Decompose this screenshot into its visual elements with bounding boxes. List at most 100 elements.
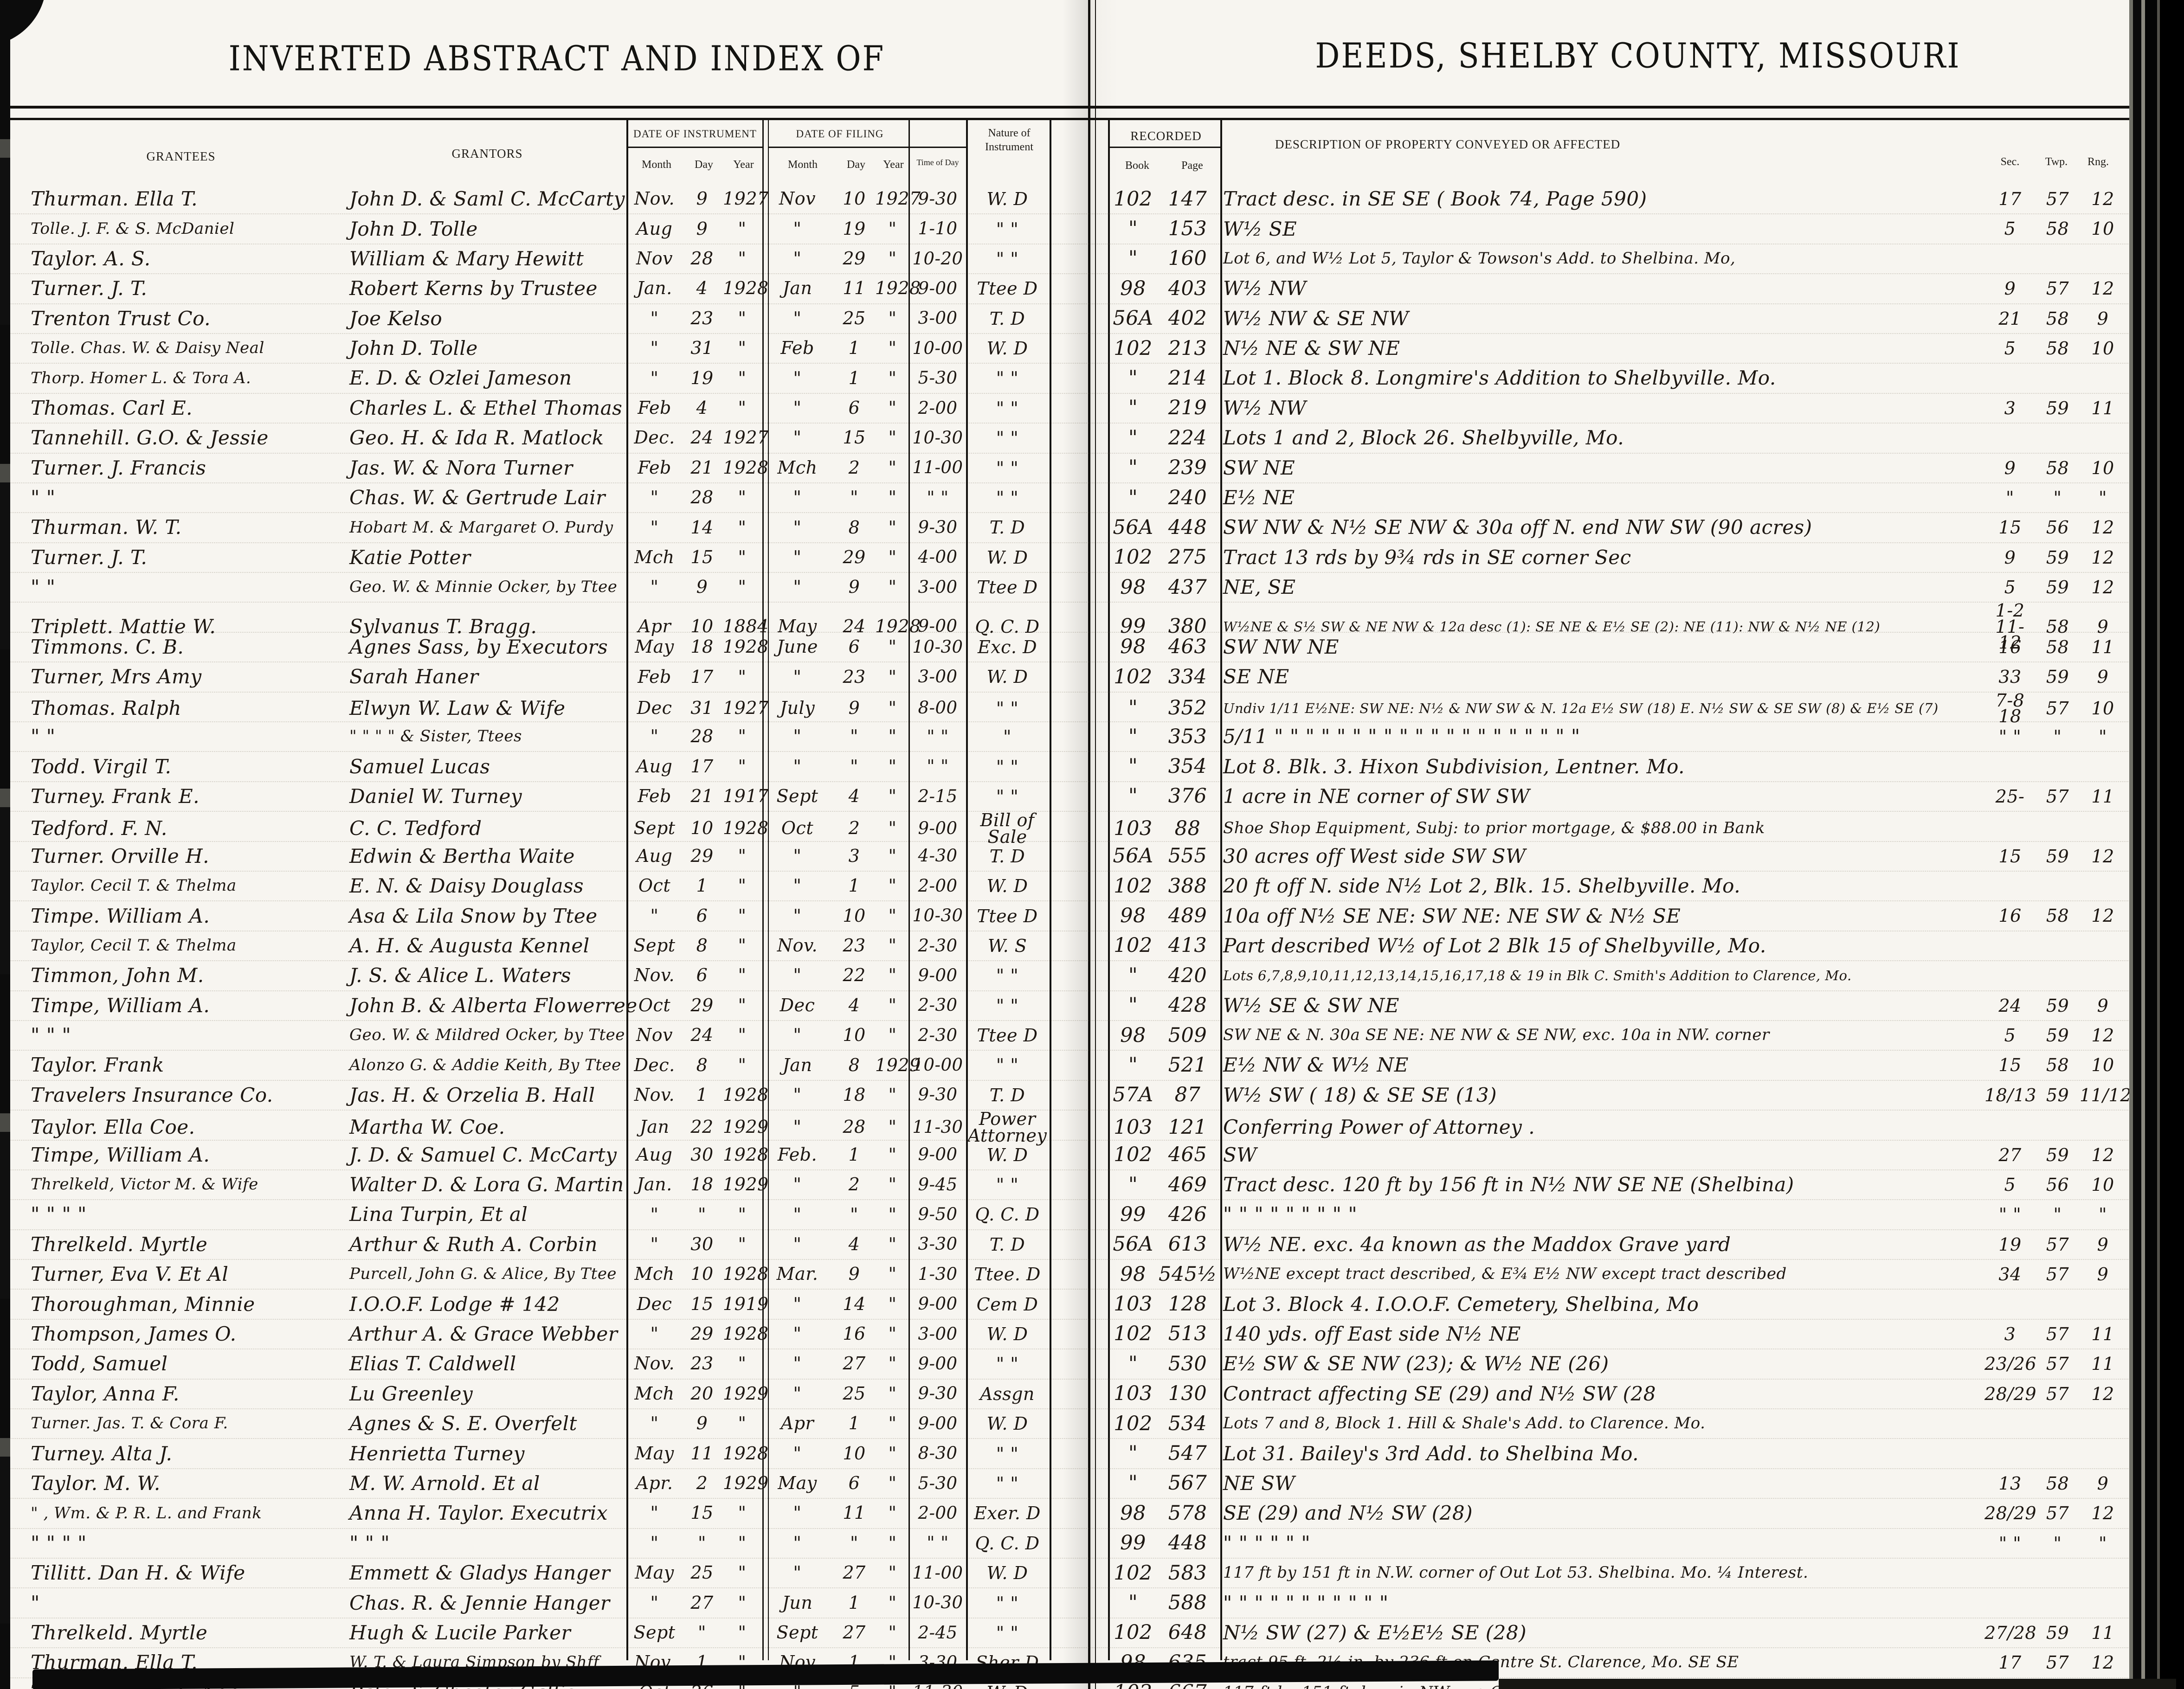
instrument-year-cell: " (738, 875, 747, 896)
rng-cell: 12 (2091, 547, 2114, 568)
nature-cell: T. D (989, 1085, 1025, 1105)
description-cell: Conferring Power of Attorney . (1223, 1116, 1535, 1139)
grantee-cell: Taylor, Cecil T. & Thelma (31, 936, 237, 955)
nature-cell: " " (996, 398, 1019, 418)
filing-month-cell: " (793, 1353, 802, 1374)
instrument-day-cell: 28 (690, 726, 714, 747)
instrument-year-cell: 1919 (723, 1293, 769, 1314)
twp-cell: 59 (2046, 1144, 2069, 1165)
twp-cell: 57 (2046, 698, 2069, 719)
description-cell: W½ NW (1223, 396, 1307, 419)
grantee-cell: Thoroughman, Minnie (31, 1292, 255, 1316)
description-cell: Tract desc. 120 ft by 156 ft in N½ NW SE… (1223, 1173, 1794, 1196)
column-subheader-month: Month (787, 159, 818, 171)
page-cell: 87 (1174, 1083, 1201, 1107)
time-of-day-cell: 3-00 (918, 667, 958, 687)
filing-day-cell: " (850, 1532, 858, 1553)
time-of-day-cell: 2-45 (918, 1622, 958, 1643)
rng-cell: 10 (2091, 338, 2114, 359)
rng-cell: 12 (2091, 577, 2114, 598)
instrument-year-cell: " (738, 1204, 747, 1225)
filing-month-cell: " (793, 427, 802, 448)
grantor-cell: M. W. Arnold. Et al (349, 1471, 540, 1495)
time-of-day-cell: 9-00 (918, 1354, 958, 1374)
table-row: Tannehill. G.O. & Jessie Geo. H. & Ida R.… (0, 424, 2184, 454)
table-row: Taylor. Ella Coe. Martha W. Coe. Jan 22 1929… (0, 1110, 2184, 1144)
instrument-day-cell: 11 (690, 1443, 714, 1464)
table-row: Timpe, William A. J. D. & Samuel C. McCar… (0, 1141, 2184, 1170)
instrument-year-cell: " (738, 1592, 747, 1613)
page-cell: 354 (1168, 755, 1207, 778)
nature-cell: W. D (986, 1144, 1028, 1165)
filing-year-cell: " (888, 1323, 897, 1344)
book-cell: " (1128, 1591, 1138, 1614)
instrument-month-cell: May (635, 636, 674, 657)
book-cell: " (1128, 1053, 1138, 1077)
page-cell: 147 (1168, 187, 1207, 211)
page-cell: 240 (1168, 486, 1207, 509)
book-cell: 102 (1114, 934, 1153, 957)
filing-day-cell: 10 (843, 1443, 866, 1464)
nature-cell: " " (996, 488, 1019, 508)
grantor-cell: Samuel Lucas (349, 755, 490, 778)
page-cell: 214 (1168, 366, 1207, 390)
twp-cell: 57 (2046, 278, 2069, 299)
grantee-cell: Thurman. Ella T. (31, 187, 198, 211)
column-header-grantees: GRANTEES (146, 149, 216, 163)
filing-day-cell: 4 (848, 786, 860, 807)
twp-cell: 58 (2046, 457, 2069, 478)
filing-month-cell: " (793, 487, 802, 508)
time-of-day-cell: 10-30 (912, 1593, 963, 1613)
instrument-day-cell: 23 (690, 308, 714, 328)
filing-year-cell: " (888, 666, 897, 687)
instrument-month-cell: " (650, 308, 659, 328)
page-cell: 667 (1159, 1682, 1217, 1689)
table-row: Trenton Trust Co. Joe Kelso " 23 " " 25 " 3-00 T.… (0, 304, 2184, 334)
nature-cell: " " (996, 1175, 1019, 1195)
filing-day-cell: 22 (843, 965, 866, 986)
filing-year-cell: " (888, 308, 897, 328)
grantee-cell: Threlkeld. Myrtle (31, 1233, 208, 1256)
book-cell: 102 (1114, 1561, 1153, 1585)
table-row: " " " " Lina Turpin, Et al " " " " " " 9-50 Q. C.… (0, 1200, 2184, 1230)
grantee-cell: Todd. Virgil T. (31, 755, 172, 778)
filing-day-cell: 2 (848, 457, 860, 478)
time-of-day-cell: 2-00 (918, 875, 958, 896)
filing-day-cell: " (850, 1204, 858, 1225)
rng-cell: 9 (2097, 1473, 2109, 1494)
table-row: Triplett. Mattie W. Sylvanus T. Bragg. Apr… (0, 602, 2184, 651)
sec-cell: " " (1998, 1204, 2022, 1225)
instrument-month-cell: Nov (636, 1025, 673, 1046)
instrument-month-cell: Nov. (634, 1084, 675, 1105)
instrument-day-cell: 31 (690, 697, 714, 718)
filing-year-cell: " (888, 1025, 897, 1046)
grantor-cell: Arthur A. & Grace Webber (349, 1322, 618, 1345)
grantee-cell: Timpe, William A. (31, 994, 210, 1017)
twp-cell: " (2053, 1204, 2062, 1225)
filing-month-cell: " (793, 1383, 802, 1404)
description-cell: Contract affecting SE (29) and N½ SW (28 (1223, 1382, 1656, 1405)
grantor-cell: Alonzo G. & Addie Keith, By Ttee (349, 1055, 621, 1074)
table-row: Thomas. Ralph Elwyn W. Law & Wife Dec 31 192… (0, 692, 2184, 725)
page-cell: 448 (1168, 1531, 1207, 1555)
sec-cell: 17 (1998, 1652, 2022, 1673)
grantor-cell: John D. Tolle (349, 337, 478, 360)
sec-cell: 18/13 (1984, 1085, 2037, 1105)
nature-cell: Bill of Sale (980, 810, 1035, 848)
filing-day-cell: " (850, 487, 858, 508)
filing-month-cell: " (793, 905, 802, 926)
instrument-month-cell: " (650, 1413, 659, 1434)
instrument-day-cell: 6 (696, 965, 708, 986)
instrument-month-cell: Dec (637, 697, 672, 718)
grantor-cell: Anna H. Taylor. Executrix (349, 1502, 608, 1525)
rng-cell: 12 (2091, 906, 2114, 926)
rng-cell: 12 (2091, 1025, 2114, 1046)
sec-cell: 3 (2004, 1323, 2016, 1344)
page-cell: 153 (1168, 217, 1207, 241)
time-of-day-cell: 2-15 (918, 786, 958, 806)
instrument-year-cell: " (738, 218, 747, 239)
sec-cell: 5 (2004, 218, 2016, 239)
book-cell: 102 (1114, 874, 1153, 898)
filing-month-cell: " (793, 1174, 802, 1195)
